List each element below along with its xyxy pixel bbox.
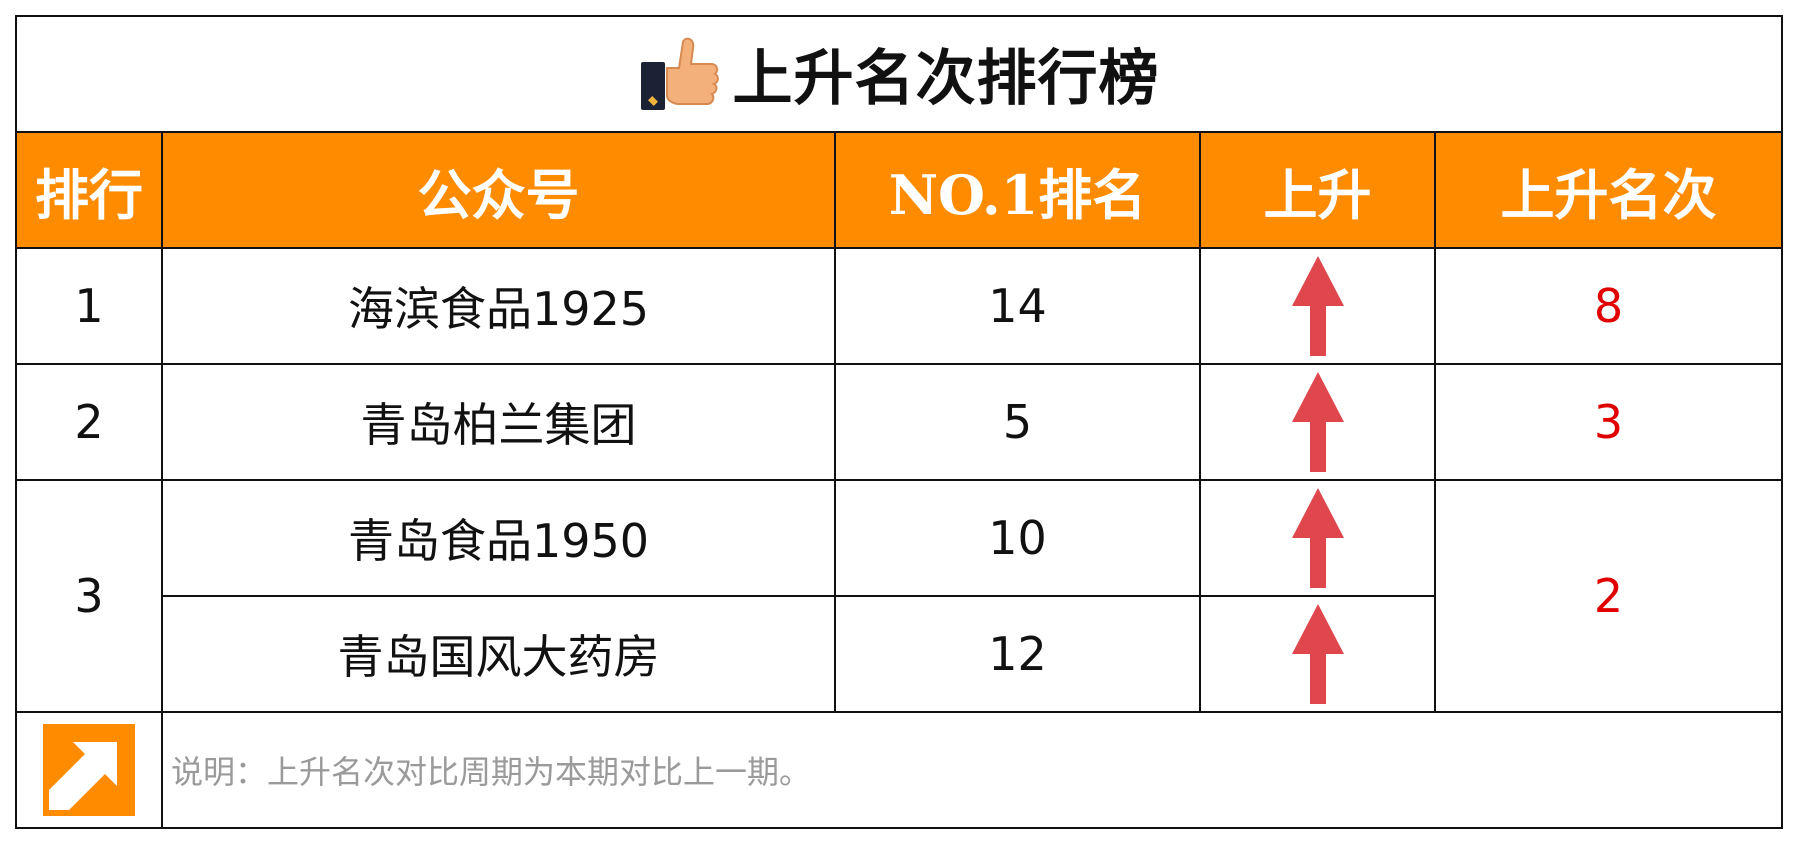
up-arrow-icon: [1291, 488, 1344, 588]
up-arrow-icon: [1291, 372, 1344, 472]
up-arrow-icon: [1291, 604, 1344, 704]
header-account: 公众号: [161, 131, 836, 249]
no1-rank-cell: 10: [834, 479, 1201, 597]
ranking-sheet: 上升名次排行榜 排行 公众号 NO.1排名 上升 上升名次 1 海滨食品1925…: [14, 15, 1784, 829]
up-arrow-icon: [1291, 256, 1344, 356]
no1-rank-cell: 14: [834, 247, 1201, 365]
ranking-table: 上升名次排行榜 排行 公众号 NO.1排名 上升 上升名次 1 海滨食品1925…: [14, 15, 1784, 829]
table-row: 1 海滨食品1925 14 8: [15, 247, 1784, 365]
header-rise: 上升: [1199, 131, 1436, 249]
header-rise-count: 上升名次: [1433, 131, 1784, 249]
rise-cell: [1199, 247, 1436, 365]
rise-cell: [1199, 479, 1436, 597]
rise-count-cell: 8: [1433, 247, 1784, 365]
rise-count-cell: 2: [1433, 479, 1784, 713]
header-no1-rank: NO.1排名: [834, 131, 1201, 249]
title-group: 上升名次排行榜: [639, 30, 1160, 117]
table-row: 3 青岛食品1950 10 2: [15, 479, 1784, 713]
rise-cell: [1199, 595, 1436, 713]
account-cell: 青岛食品1950: [161, 479, 836, 597]
header-rank: 排行: [15, 131, 163, 249]
no1-rank-cell: 12: [834, 595, 1201, 713]
rise-count-cell: 3: [1433, 363, 1784, 481]
note-icon-cell: [15, 711, 163, 829]
page-title: 上升名次排行榜: [732, 44, 1160, 115]
rise-cell: [1199, 363, 1436, 481]
rank-cell: 3: [15, 479, 163, 713]
thumbs-up-icon: [640, 37, 719, 110]
header-row: 排行 公众号 NO.1排名 上升 上升名次: [15, 131, 1784, 249]
note-row: 说明：上升名次对比周期为本期对比上一期。: [15, 711, 1784, 829]
account-cell: 青岛国风大药房: [161, 595, 836, 713]
no1-rank-cell: 5: [834, 363, 1201, 481]
rank-cell: 2: [15, 363, 163, 481]
note-text: 说明：上升名次对比周期为本期对比上一期。: [160, 711, 1784, 829]
table-row: 青岛国风大药房 12: [16, 595, 1782, 713]
title-cell: 上升名次排行榜: [14, 15, 1784, 133]
table-row: 2 青岛柏兰集团 5 3: [15, 363, 1784, 481]
account-cell: 海滨食品1925: [161, 247, 836, 365]
account-cell: 青岛柏兰集团: [161, 363, 836, 481]
diagonal-arrow-icon: [43, 724, 135, 816]
rank-cell: 1: [15, 247, 163, 365]
